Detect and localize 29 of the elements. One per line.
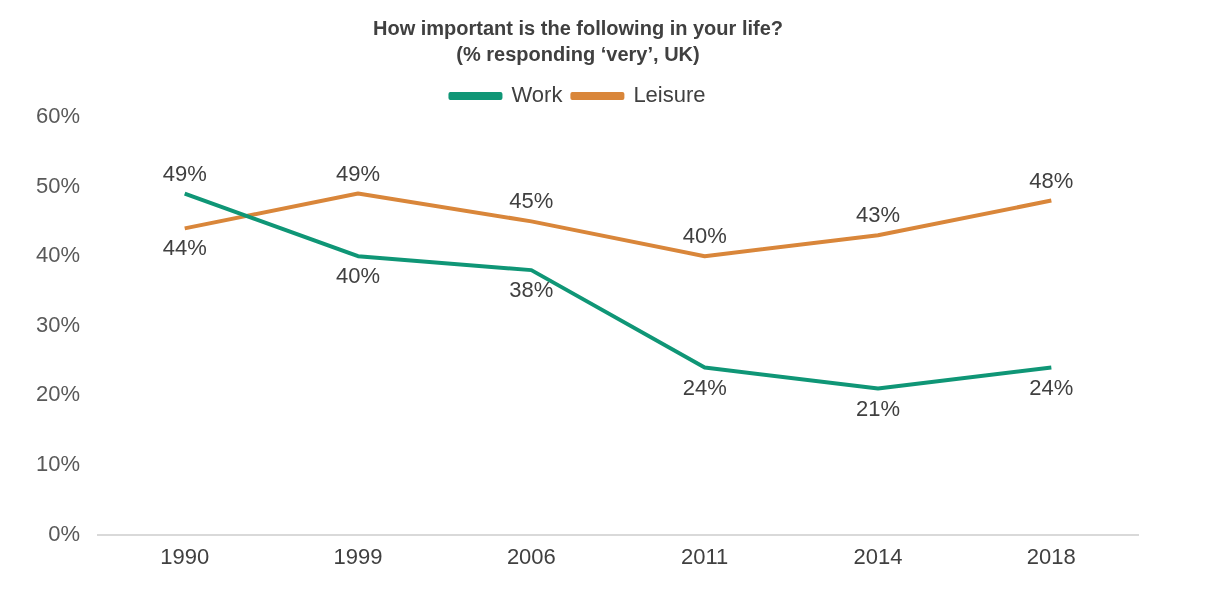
data-label: 40% bbox=[682, 223, 727, 249]
data-label: 24% bbox=[1029, 374, 1074, 400]
x-tick-label: 2006 bbox=[506, 543, 556, 569]
x-tick-label: 2014 bbox=[853, 543, 903, 569]
y-tick-label: 40% bbox=[35, 242, 81, 268]
x-tick-label: 2018 bbox=[1026, 543, 1076, 569]
x-tick-label: 2011 bbox=[681, 543, 729, 569]
data-label: 44% bbox=[162, 235, 207, 261]
x-tick-label: 1999 bbox=[333, 543, 383, 569]
data-label: 40% bbox=[336, 263, 381, 289]
chart-title: How important is the following in your life? bbox=[373, 16, 783, 39]
data-label: 38% bbox=[509, 277, 554, 303]
data-label: 49% bbox=[336, 160, 381, 186]
y-tick-label: 30% bbox=[35, 311, 81, 337]
legend-label: Work bbox=[511, 82, 564, 108]
y-tick-label: 0% bbox=[48, 520, 81, 546]
data-label: 48% bbox=[1029, 167, 1074, 193]
chart-subtitle: (% responding ‘very’, UK) bbox=[456, 42, 700, 65]
data-label: 21% bbox=[855, 395, 901, 421]
data-label: 43% bbox=[855, 202, 901, 228]
y-tick-label: 60% bbox=[35, 103, 81, 129]
data-label: 45% bbox=[509, 188, 554, 214]
legend-label: Leisure bbox=[633, 82, 706, 108]
y-tick-label: 10% bbox=[35, 451, 81, 477]
data-label: 49% bbox=[162, 160, 207, 186]
y-tick-label: 50% bbox=[35, 172, 81, 198]
x-tick-label: 1990 bbox=[160, 543, 210, 569]
y-tick-label: 20% bbox=[35, 381, 81, 407]
data-label: 24% bbox=[682, 374, 727, 400]
